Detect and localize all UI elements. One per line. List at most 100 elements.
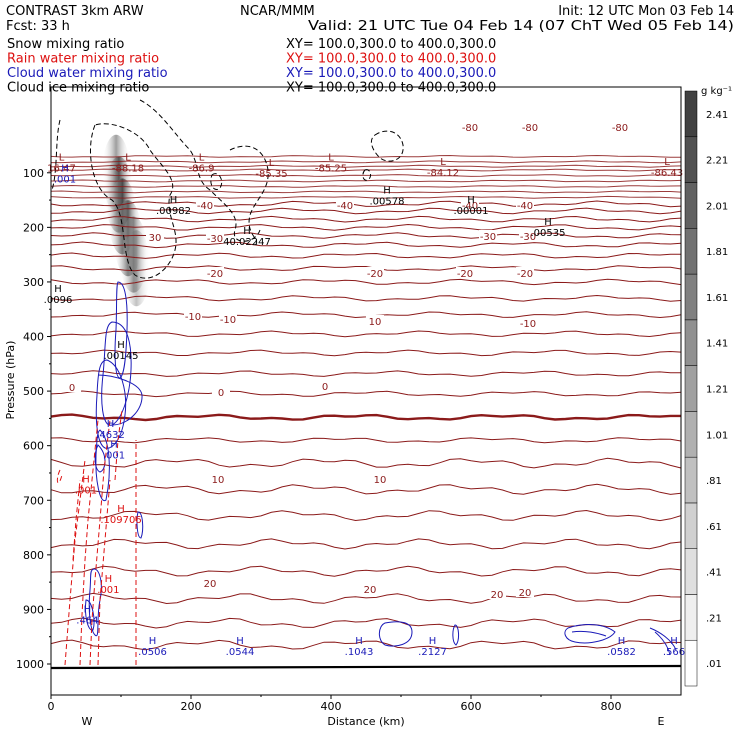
extremum-letter: H bbox=[618, 636, 626, 647]
contour-label: 20 bbox=[519, 588, 532, 599]
contour-label-bg bbox=[611, 121, 629, 132]
extremum-letter: H bbox=[170, 195, 178, 206]
isotherm bbox=[50, 241, 682, 249]
colorbar-level-label: 1.21 bbox=[706, 385, 728, 396]
contour-label-bg bbox=[479, 230, 497, 241]
contour-label: -20 bbox=[517, 269, 533, 280]
isotherm bbox=[50, 330, 682, 338]
contour-label: 30 bbox=[149, 233, 162, 244]
endpoint-west: W bbox=[82, 715, 93, 728]
extremum-value: -86.9 bbox=[189, 163, 215, 174]
colorbar-level-label: 2.41 bbox=[706, 110, 728, 121]
colorbar: .01 .21 .41 .61 .81 1.01 1.21 1.41 1.61 1.81 2.01 2… bbox=[684, 86, 732, 687]
contour-label-bg bbox=[516, 586, 534, 597]
header-model: CONTRAST 3km ARW bbox=[6, 4, 144, 19]
contour-label-bg bbox=[366, 315, 384, 326]
isotherm bbox=[50, 370, 682, 377]
cloud-water-contour bbox=[571, 630, 607, 637]
cloud-water-contour bbox=[378, 621, 413, 647]
colorbar-swatch bbox=[684, 456, 698, 504]
extremum-value: .0506 bbox=[138, 647, 167, 658]
extremum-letter: H bbox=[236, 636, 244, 647]
rain-water-contours bbox=[56, 409, 137, 666]
extremum-value: .00535 bbox=[531, 228, 566, 239]
cloud-ice-contour bbox=[51, 119, 61, 191]
contour-label-bg bbox=[519, 317, 537, 328]
isotherm bbox=[50, 190, 682, 194]
x-axis-label: Distance (km) bbox=[327, 715, 404, 728]
rain-water-contour bbox=[89, 419, 111, 666]
colorbar-level-label: .41 bbox=[706, 568, 722, 579]
cloud-water-contour bbox=[94, 444, 106, 473]
extremum-letter: H bbox=[149, 636, 157, 647]
header-center: NCAR/MMM bbox=[240, 4, 315, 19]
legend-xy-1: XY= 100.0,300.0 to 400.0,300.0 bbox=[286, 52, 496, 67]
header: CONTRAST 3km ARW Fcst: 33 h NCAR/MMM Ini… bbox=[6, 4, 734, 34]
contour-label: -20 bbox=[207, 269, 223, 280]
isotherm bbox=[50, 200, 682, 208]
extremum-value: .0582 bbox=[607, 647, 636, 658]
y-tick-label: 400 bbox=[23, 331, 44, 344]
contour-label: -30 bbox=[480, 232, 496, 243]
x-tick-label: 600 bbox=[461, 700, 482, 713]
rain-water-contour bbox=[79, 419, 99, 666]
cloud-water-contour bbox=[95, 359, 127, 449]
contour-label: -80 bbox=[462, 123, 478, 134]
isotherm bbox=[50, 164, 682, 168]
isotherm bbox=[50, 252, 681, 259]
contour-label: 0 bbox=[322, 382, 328, 393]
contour-label: -10 bbox=[185, 312, 201, 323]
y-tick-label: 200 bbox=[23, 221, 44, 234]
contour-label-bg bbox=[206, 267, 224, 278]
isotherm bbox=[50, 223, 682, 231]
isotherm bbox=[51, 160, 682, 164]
colorbar-swatch bbox=[684, 594, 698, 641]
isotherm bbox=[50, 195, 682, 199]
extremum-value: .00001 bbox=[454, 206, 489, 217]
extremum-value: .001 bbox=[75, 485, 97, 496]
x-tick-label: 800 bbox=[601, 700, 622, 713]
header-valid-time: Valid: 21 UTC Tue 04 Feb 14 (07 ChT Wed … bbox=[308, 19, 734, 34]
colorbar-swatch bbox=[684, 548, 698, 595]
colorbar-level-label: 1.61 bbox=[706, 293, 728, 304]
contour-label: -80 bbox=[522, 123, 538, 134]
cloud-ice-contour bbox=[229, 145, 269, 246]
contour-label: 10 bbox=[212, 475, 225, 486]
contour-label: 20 bbox=[364, 585, 377, 596]
contour-label: 10 bbox=[374, 475, 387, 486]
extremum-letter: H bbox=[355, 636, 363, 647]
isotherm bbox=[50, 349, 682, 357]
header-init-time: Init: 12 UTC Mon 03 Feb 14 bbox=[558, 4, 734, 19]
extremum-letter: L bbox=[59, 152, 65, 163]
cloud-water-contour bbox=[452, 624, 459, 646]
contour-label-bg bbox=[488, 588, 506, 599]
y-tick-label: 700 bbox=[23, 494, 44, 507]
colorbar-level-label: 2.21 bbox=[706, 156, 728, 167]
contour-label: -80 bbox=[612, 123, 628, 134]
contour-label-bg bbox=[219, 313, 237, 324]
contour-label-bg bbox=[196, 199, 214, 210]
x-tick-label: 200 bbox=[181, 700, 202, 713]
extremum-letter: H bbox=[467, 195, 475, 206]
colorbar-level-label: 1.01 bbox=[706, 430, 728, 441]
extremum-letter: L bbox=[328, 152, 334, 163]
temperature-contours: -80-80-80-40-40-40-40-30-30-30-30-20-20-… bbox=[50, 121, 682, 651]
legend-entry-3: Cloud ice mixing ratio bbox=[7, 81, 149, 96]
y-tick-label: 500 bbox=[23, 385, 44, 398]
isotherm bbox=[50, 265, 682, 272]
contour-label: -40 bbox=[462, 201, 478, 212]
extremum-letter: H bbox=[670, 636, 678, 647]
cloud-ice-contour bbox=[370, 130, 404, 162]
legend-xy-3: XY= 100.0,300.0 to 400.0,300.0 bbox=[286, 81, 496, 96]
legend-entry-0: Snow mixing ratio bbox=[7, 37, 124, 52]
contour-label: -40 bbox=[517, 201, 533, 212]
extremum-letter: L bbox=[664, 157, 670, 168]
cloud-ice-contours bbox=[51, 99, 404, 279]
rain-water-contour bbox=[64, 459, 86, 666]
contour-label-bg bbox=[316, 380, 334, 391]
isotherm bbox=[50, 639, 682, 651]
extremum-value: .001 bbox=[103, 451, 125, 462]
extremum-letter: H bbox=[105, 574, 113, 585]
